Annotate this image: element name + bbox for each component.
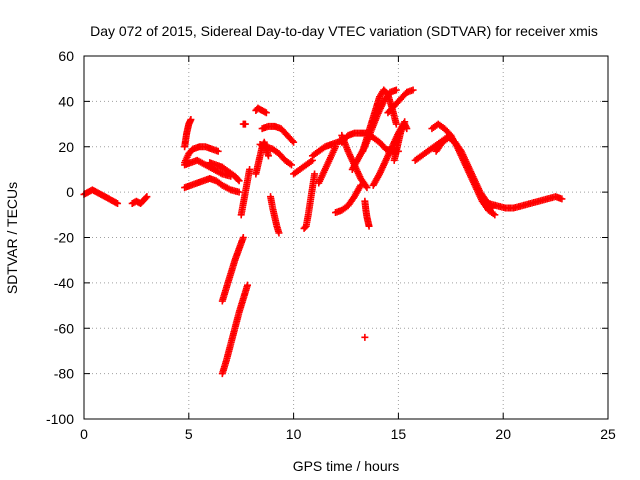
series-arc-20 (315, 143, 340, 187)
series-arc-27 (361, 333, 369, 341)
series-arc-2 (128, 193, 151, 207)
data-point (235, 188, 243, 196)
series-arc-34 (485, 193, 566, 212)
series-arc-25 (338, 131, 371, 192)
x-axis-label: GPS time / hours (293, 458, 400, 474)
y-tick-label: 60 (58, 48, 74, 64)
y-tick-label: 0 (66, 184, 74, 200)
x-tick-label: 5 (185, 426, 193, 442)
chart-title: Day 072 of 2015, Sidereal Day-to-day VTE… (90, 23, 598, 39)
data-point (290, 138, 298, 146)
data-point (311, 170, 319, 178)
series-arc-6 (181, 175, 243, 196)
data-point (288, 137, 296, 145)
series-arc-9 (218, 281, 251, 378)
series-arc-33 (432, 134, 497, 212)
y-tick-label: -20 (54, 230, 74, 246)
grid (84, 56, 608, 419)
series-arc-24 (359, 86, 400, 155)
y-tick-label: 40 (58, 93, 74, 109)
data-point (234, 176, 242, 184)
y-tick-label: -80 (54, 366, 74, 382)
series-arc-15 (256, 140, 296, 169)
series-arc-26 (361, 197, 373, 230)
series-arc-11 (239, 120, 249, 128)
axis-ticks: 0 5 10 15 20 25 -100 -80 -60 -40 -20 0 20 40 60 (46, 48, 616, 442)
data-point (143, 193, 151, 201)
series-arc-10 (237, 165, 254, 219)
data-point (187, 116, 195, 124)
series-arc-30 (390, 120, 411, 164)
series-arc-3 (181, 116, 195, 151)
series-arc-29 (384, 86, 417, 117)
data-point (264, 152, 272, 160)
series-arc-16 (267, 193, 283, 237)
data-point (491, 211, 499, 219)
data-point (246, 165, 254, 173)
y-tick-label: -60 (54, 320, 74, 336)
y-axis-label: SDTVAR / TECUs (4, 182, 20, 294)
data-point (362, 182, 370, 190)
series-arc-5 (181, 156, 235, 180)
data-point (214, 147, 222, 155)
data-point (288, 161, 296, 169)
y-tick-label: -40 (54, 275, 74, 291)
data-point (392, 120, 400, 128)
data-point (235, 177, 243, 185)
series-arc-14 (258, 122, 298, 146)
data-point (409, 86, 417, 94)
data-point (262, 109, 270, 117)
series-arc-1 (80, 186, 122, 207)
data-point (275, 229, 283, 237)
data-point (332, 143, 340, 151)
y-tick-label: -100 (46, 411, 74, 427)
data-point (363, 184, 371, 192)
data-point (392, 86, 400, 94)
data-point (243, 281, 251, 289)
x-tick-label: 15 (391, 426, 407, 442)
y-tick-label: 20 (58, 139, 74, 155)
data-points (80, 86, 566, 378)
data-point (114, 199, 122, 207)
data-point (361, 333, 369, 341)
plot-frame (83, 55, 609, 420)
series-arc-7 (206, 159, 243, 185)
series-arc-21 (332, 181, 365, 217)
x-tick-label: 0 (80, 426, 88, 442)
data-point (365, 222, 373, 230)
series-arc-12 (252, 104, 270, 117)
data-point (241, 120, 249, 128)
data-point (403, 125, 411, 133)
series-arc-18 (300, 170, 319, 232)
series-arc-8 (218, 234, 247, 305)
data-point (142, 194, 150, 202)
x-tick-label: 25 (600, 426, 616, 442)
data-point (239, 234, 247, 241)
x-tick-label: 20 (495, 426, 511, 442)
series-arc-17 (290, 156, 316, 178)
data-point (558, 195, 566, 203)
x-tick-label: 10 (286, 426, 302, 442)
